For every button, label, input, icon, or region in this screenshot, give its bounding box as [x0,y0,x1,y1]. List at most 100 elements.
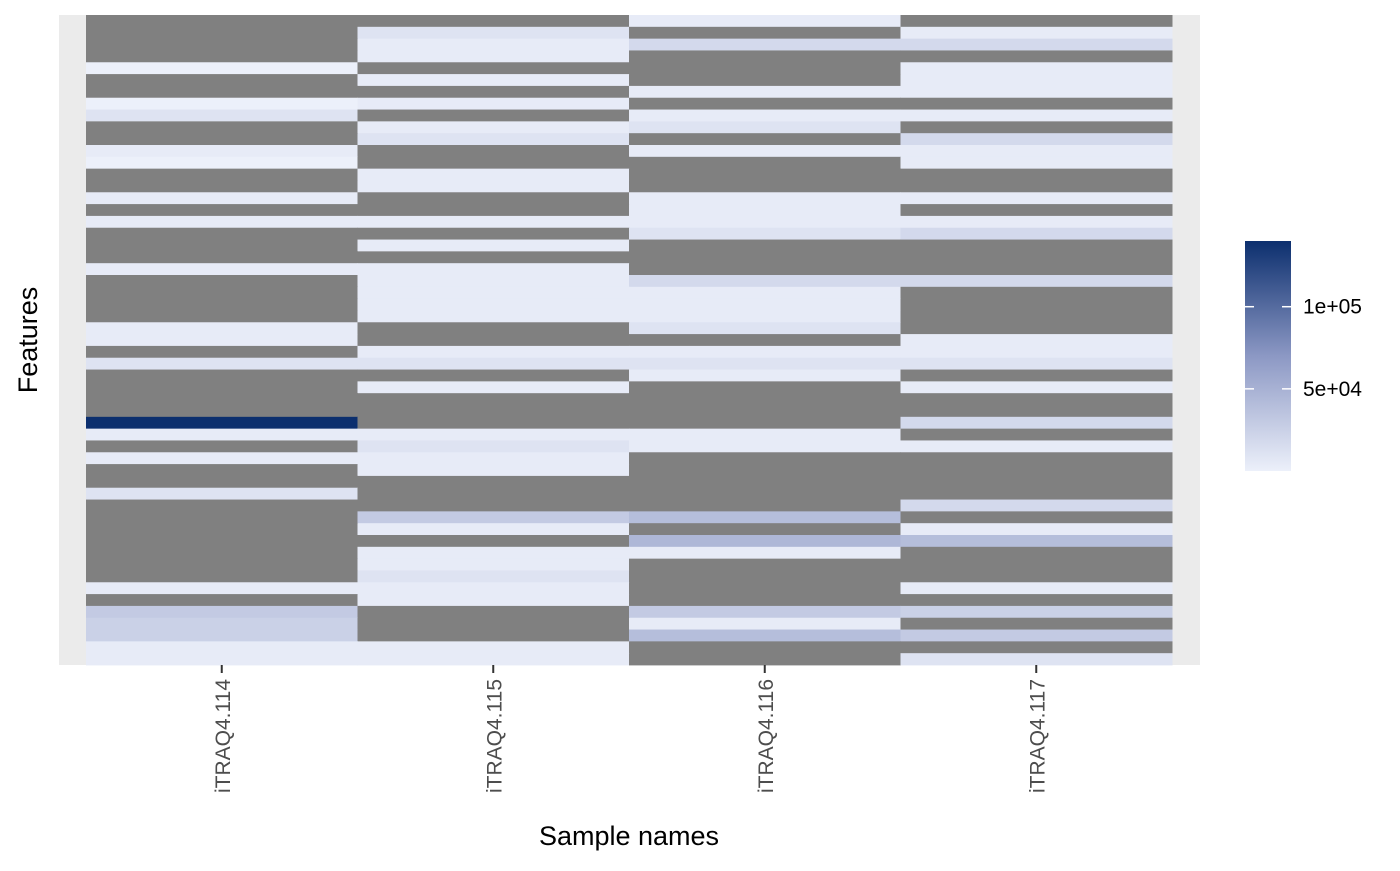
heatmap-cell [86,511,358,523]
heatmap-cell [901,169,1173,181]
heatmap-cell [86,440,358,452]
heatmap-cell [358,121,630,133]
heatmap-cell [358,500,630,512]
heatmap-cell [86,582,358,594]
heatmap-cell [629,240,901,252]
heatmap-cell [629,15,901,27]
heatmap-cell [86,559,358,571]
heatmap-cell [358,618,630,630]
x-axis: iTRAQ4.114 iTRAQ4.115 iTRAQ4.116 iTRAQ4.117 [212,665,1050,793]
heatmap-cell [86,240,358,252]
heatmap-cell [86,169,358,181]
heatmap-cell [86,370,358,382]
colorbar-legend: 5e+04 1e+05 [1245,241,1362,471]
heatmap-cell [358,358,630,370]
heatmap-cell [901,641,1173,653]
heatmap-cell [629,74,901,86]
heatmap-cell [86,630,358,642]
heatmap-cell [629,192,901,204]
heatmap-cell [629,559,901,571]
heatmap-cell [901,62,1173,74]
heatmap-cell [86,216,358,228]
heatmap-cell [358,157,630,169]
heatmap-cell [901,98,1173,110]
heatmap-cell [629,618,901,630]
x-tick-label: iTRAQ4.115 [483,679,506,793]
heatmap-cell [86,251,358,263]
heatmap-cell [629,133,901,145]
heatmap-cell [901,180,1173,192]
heatmap-cell [901,535,1173,547]
heatmap-cell [86,98,358,110]
heatmap-cell [86,74,358,86]
heatmap-cell [629,169,901,181]
heatmap-cell [901,310,1173,322]
heatmap-cell [901,570,1173,582]
heatmap-cell [86,570,358,582]
heatmap-cell [901,618,1173,630]
heatmap-cell [358,405,630,417]
heatmap-cell [629,653,901,665]
heatmap-cell [629,582,901,594]
heatmap-cell [358,39,630,51]
heatmap-cell [901,39,1173,51]
heatmap-cell [86,180,358,192]
heatmap-cell [629,570,901,582]
x-tick-label: iTRAQ4.114 [212,679,235,793]
heatmap-cell [901,251,1173,263]
heatmap-cell [901,15,1173,27]
heatmap-cell [86,204,358,216]
heatmap-cell [901,559,1173,571]
heatmap-cell [358,74,630,86]
heatmap-cell [629,641,901,653]
heatmap-cell [86,535,358,547]
heatmap-cell [358,464,630,476]
heatmap-cell [86,653,358,665]
heatmap-cell [901,145,1173,157]
heatmap-cell [358,180,630,192]
heatmap-cell [629,157,901,169]
heatmap-cell [358,606,630,618]
heatmap-cell [629,86,901,98]
heatmap-cell [629,429,901,441]
x-tick-label: iTRAQ4.116 [755,679,778,793]
heatmap-cell [901,500,1173,512]
heatmap-cell [358,98,630,110]
heatmap-cell [901,381,1173,393]
heatmap-cell [358,27,630,39]
heatmap-cell [86,417,358,429]
heatmap-cell [629,322,901,334]
heatmap-cell [358,15,630,27]
heatmap-cell [358,204,630,216]
heatmap-cell [901,476,1173,488]
heatmap-cell [629,110,901,122]
heatmap-cell [901,204,1173,216]
heatmap-cell [358,287,630,299]
heatmap-cell [86,263,358,275]
heatmap-cell [86,464,358,476]
heatmap-cell [358,559,630,571]
heatmap-cell [86,192,358,204]
heatmap-cell [86,15,358,27]
heatmap-cell [629,358,901,370]
heatmap-cell [358,452,630,464]
heatmap-cell [901,606,1173,618]
heatmap-cell [86,27,358,39]
heatmap-cell [629,251,901,263]
heatmap-cell [86,157,358,169]
heatmap-cell [358,523,630,535]
heatmap-cell [86,86,358,98]
heatmap-cell [86,110,358,122]
heatmap-cell [86,145,358,157]
heatmap-cell [629,405,901,417]
heatmap-cell [901,263,1173,275]
heatmap-cell [901,334,1173,346]
heatmap-cell [629,535,901,547]
y-axis-title: Features [13,287,43,394]
heatmap-cell [358,381,630,393]
heatmap-cell [901,594,1173,606]
heatmap-cell [86,39,358,51]
heatmap-cell [358,62,630,74]
heatmap-cell [629,594,901,606]
heatmap-cell [629,145,901,157]
